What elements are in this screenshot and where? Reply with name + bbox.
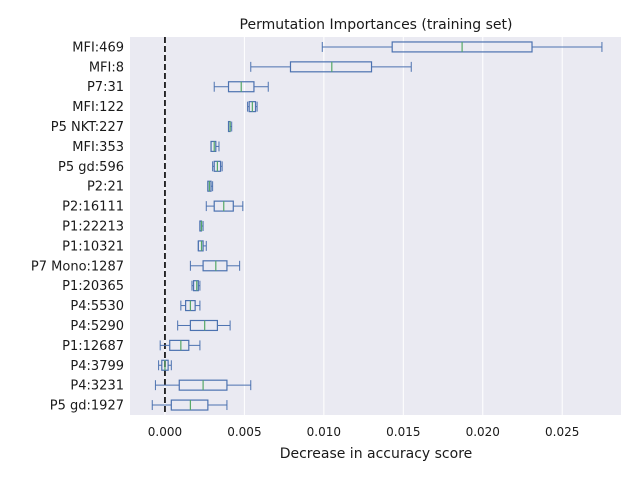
box-P7:31 bbox=[213, 81, 269, 93]
chart-title: Permutation Importances (training set) bbox=[240, 17, 513, 33]
y-tick-label: P4:5530 bbox=[70, 299, 124, 314]
iqr-box bbox=[169, 339, 190, 351]
y-tick-label: P7 Mono:1287 bbox=[31, 259, 124, 274]
box-P4:5290 bbox=[177, 319, 231, 332]
iqr-box bbox=[289, 61, 373, 73]
y-tick-label: MFI:469 bbox=[72, 40, 124, 55]
iqr-box bbox=[210, 140, 217, 152]
iqr-box bbox=[197, 240, 204, 252]
box-P5 gd:1927 bbox=[151, 399, 228, 411]
x-tick-labels: 0.000 0.005 0.010 0.015 0.020 0.025 bbox=[148, 425, 580, 439]
x-tick-label: 0.010 bbox=[307, 425, 341, 439]
iqr-box bbox=[202, 260, 228, 272]
box-P1:22213 bbox=[199, 220, 204, 232]
box-P1:12687 bbox=[159, 339, 201, 351]
x-tick-label: 0.025 bbox=[545, 425, 579, 439]
y-tick-label: P2:21 bbox=[87, 180, 124, 195]
box-P5 NKT:227 bbox=[227, 120, 233, 133]
x-tick-label: 0.005 bbox=[227, 425, 261, 439]
box-MFI:469 bbox=[321, 41, 603, 53]
box-P4:3799 bbox=[158, 359, 172, 371]
box-MFI:8 bbox=[250, 61, 412, 73]
box-P7 Mono:1287 bbox=[189, 260, 241, 272]
iqr-box bbox=[189, 319, 218, 332]
y-tick-label: P4:5290 bbox=[70, 319, 124, 334]
boxes-group bbox=[151, 41, 603, 411]
box-P2:16111 bbox=[205, 200, 244, 212]
box-P2:21 bbox=[207, 180, 214, 192]
x-tick-label: 0.000 bbox=[148, 425, 182, 439]
box-P5 gd:596 bbox=[212, 160, 223, 172]
y-tick-label: P2:16111 bbox=[62, 200, 124, 215]
y-tick-label: P4:3799 bbox=[70, 359, 124, 374]
plot-background bbox=[130, 37, 621, 415]
box-P1:10321 bbox=[197, 240, 207, 252]
iqr-box bbox=[192, 280, 199, 292]
y-tick-label: P5 NKT:227 bbox=[51, 120, 124, 135]
y-tick-label: P1:10321 bbox=[62, 239, 124, 254]
x-tick-label: 0.020 bbox=[466, 425, 500, 439]
y-tick-label: P7:31 bbox=[87, 80, 124, 95]
y-tick-label: MFI:353 bbox=[72, 140, 124, 155]
x-tick-label: 0.015 bbox=[386, 425, 420, 439]
box-P1:20365 bbox=[191, 280, 201, 292]
box-P4:5530 bbox=[180, 300, 201, 312]
y-tick-label: P5 gd:596 bbox=[58, 160, 124, 175]
y-tick-label: P4:3231 bbox=[70, 379, 124, 394]
x-axis-label: Decrease in accuracy score bbox=[280, 446, 473, 462]
box-MFI:122 bbox=[247, 101, 258, 113]
y-tick-label: P1:22213 bbox=[62, 220, 124, 235]
y-tick-label: MFI:8 bbox=[89, 60, 124, 75]
y-tick-label: P1:20365 bbox=[62, 279, 124, 294]
iqr-box bbox=[170, 399, 209, 411]
y-tick-label: P1:12687 bbox=[62, 339, 124, 354]
box-MFI:353 bbox=[210, 140, 220, 152]
box-P4:3231 bbox=[154, 379, 252, 391]
y-tick-label: MFI:122 bbox=[72, 100, 124, 115]
y-tick-labels: MFI:469 MFI:8 P7:31 MFI:122 P5 NKT:227 MFI:35… bbox=[31, 40, 124, 413]
y-tick-label: P5 gd:1927 bbox=[50, 399, 124, 414]
